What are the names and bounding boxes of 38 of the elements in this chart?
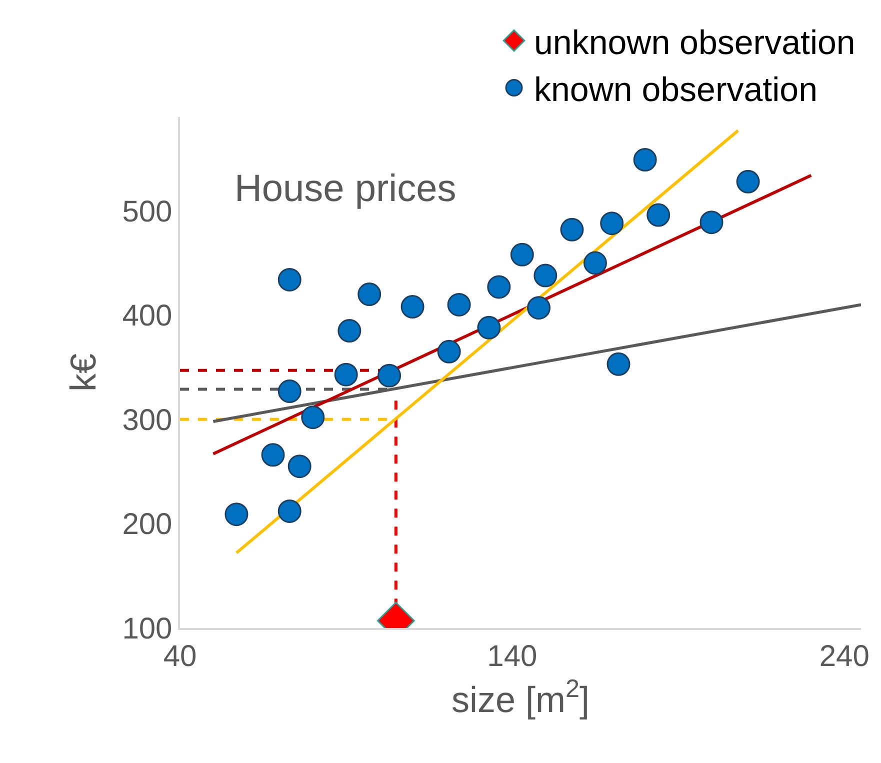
point — [338, 319, 362, 343]
text: House prices — [234, 168, 456, 210]
point — [358, 282, 382, 306]
point — [334, 362, 358, 386]
y-axis-title: k€ — [62, 353, 104, 392]
point — [560, 218, 584, 242]
point — [584, 251, 607, 275]
x-tick-label: 240 — [819, 640, 870, 673]
point — [278, 499, 302, 523]
point — [700, 210, 724, 234]
point — [437, 340, 461, 364]
point — [224, 502, 248, 526]
legend-label: unknown observation — [534, 24, 856, 62]
point — [736, 170, 760, 194]
point — [278, 380, 302, 404]
x-tick-label: 140 — [487, 640, 538, 673]
point — [278, 268, 302, 292]
y-tick-label: 200 — [122, 508, 172, 542]
point — [646, 203, 670, 227]
y-tick-label: 500 — [122, 195, 172, 228]
x-axis-title: size [m$^{2}$] — [451, 674, 590, 720]
point — [447, 292, 471, 316]
point — [600, 212, 624, 236]
y-tick-label: 300 — [122, 404, 172, 437]
point — [400, 295, 424, 319]
point — [527, 296, 551, 320]
point — [301, 406, 325, 430]
point — [633, 148, 657, 172]
point — [288, 454, 312, 478]
point — [534, 264, 558, 288]
y-tick-label: 400 — [122, 300, 172, 333]
point — [510, 242, 534, 266]
point — [261, 443, 285, 467]
legend-label: known observation — [534, 71, 818, 110]
point — [606, 352, 630, 376]
point — [378, 364, 402, 388]
point — [477, 316, 501, 340]
point — [487, 275, 511, 299]
